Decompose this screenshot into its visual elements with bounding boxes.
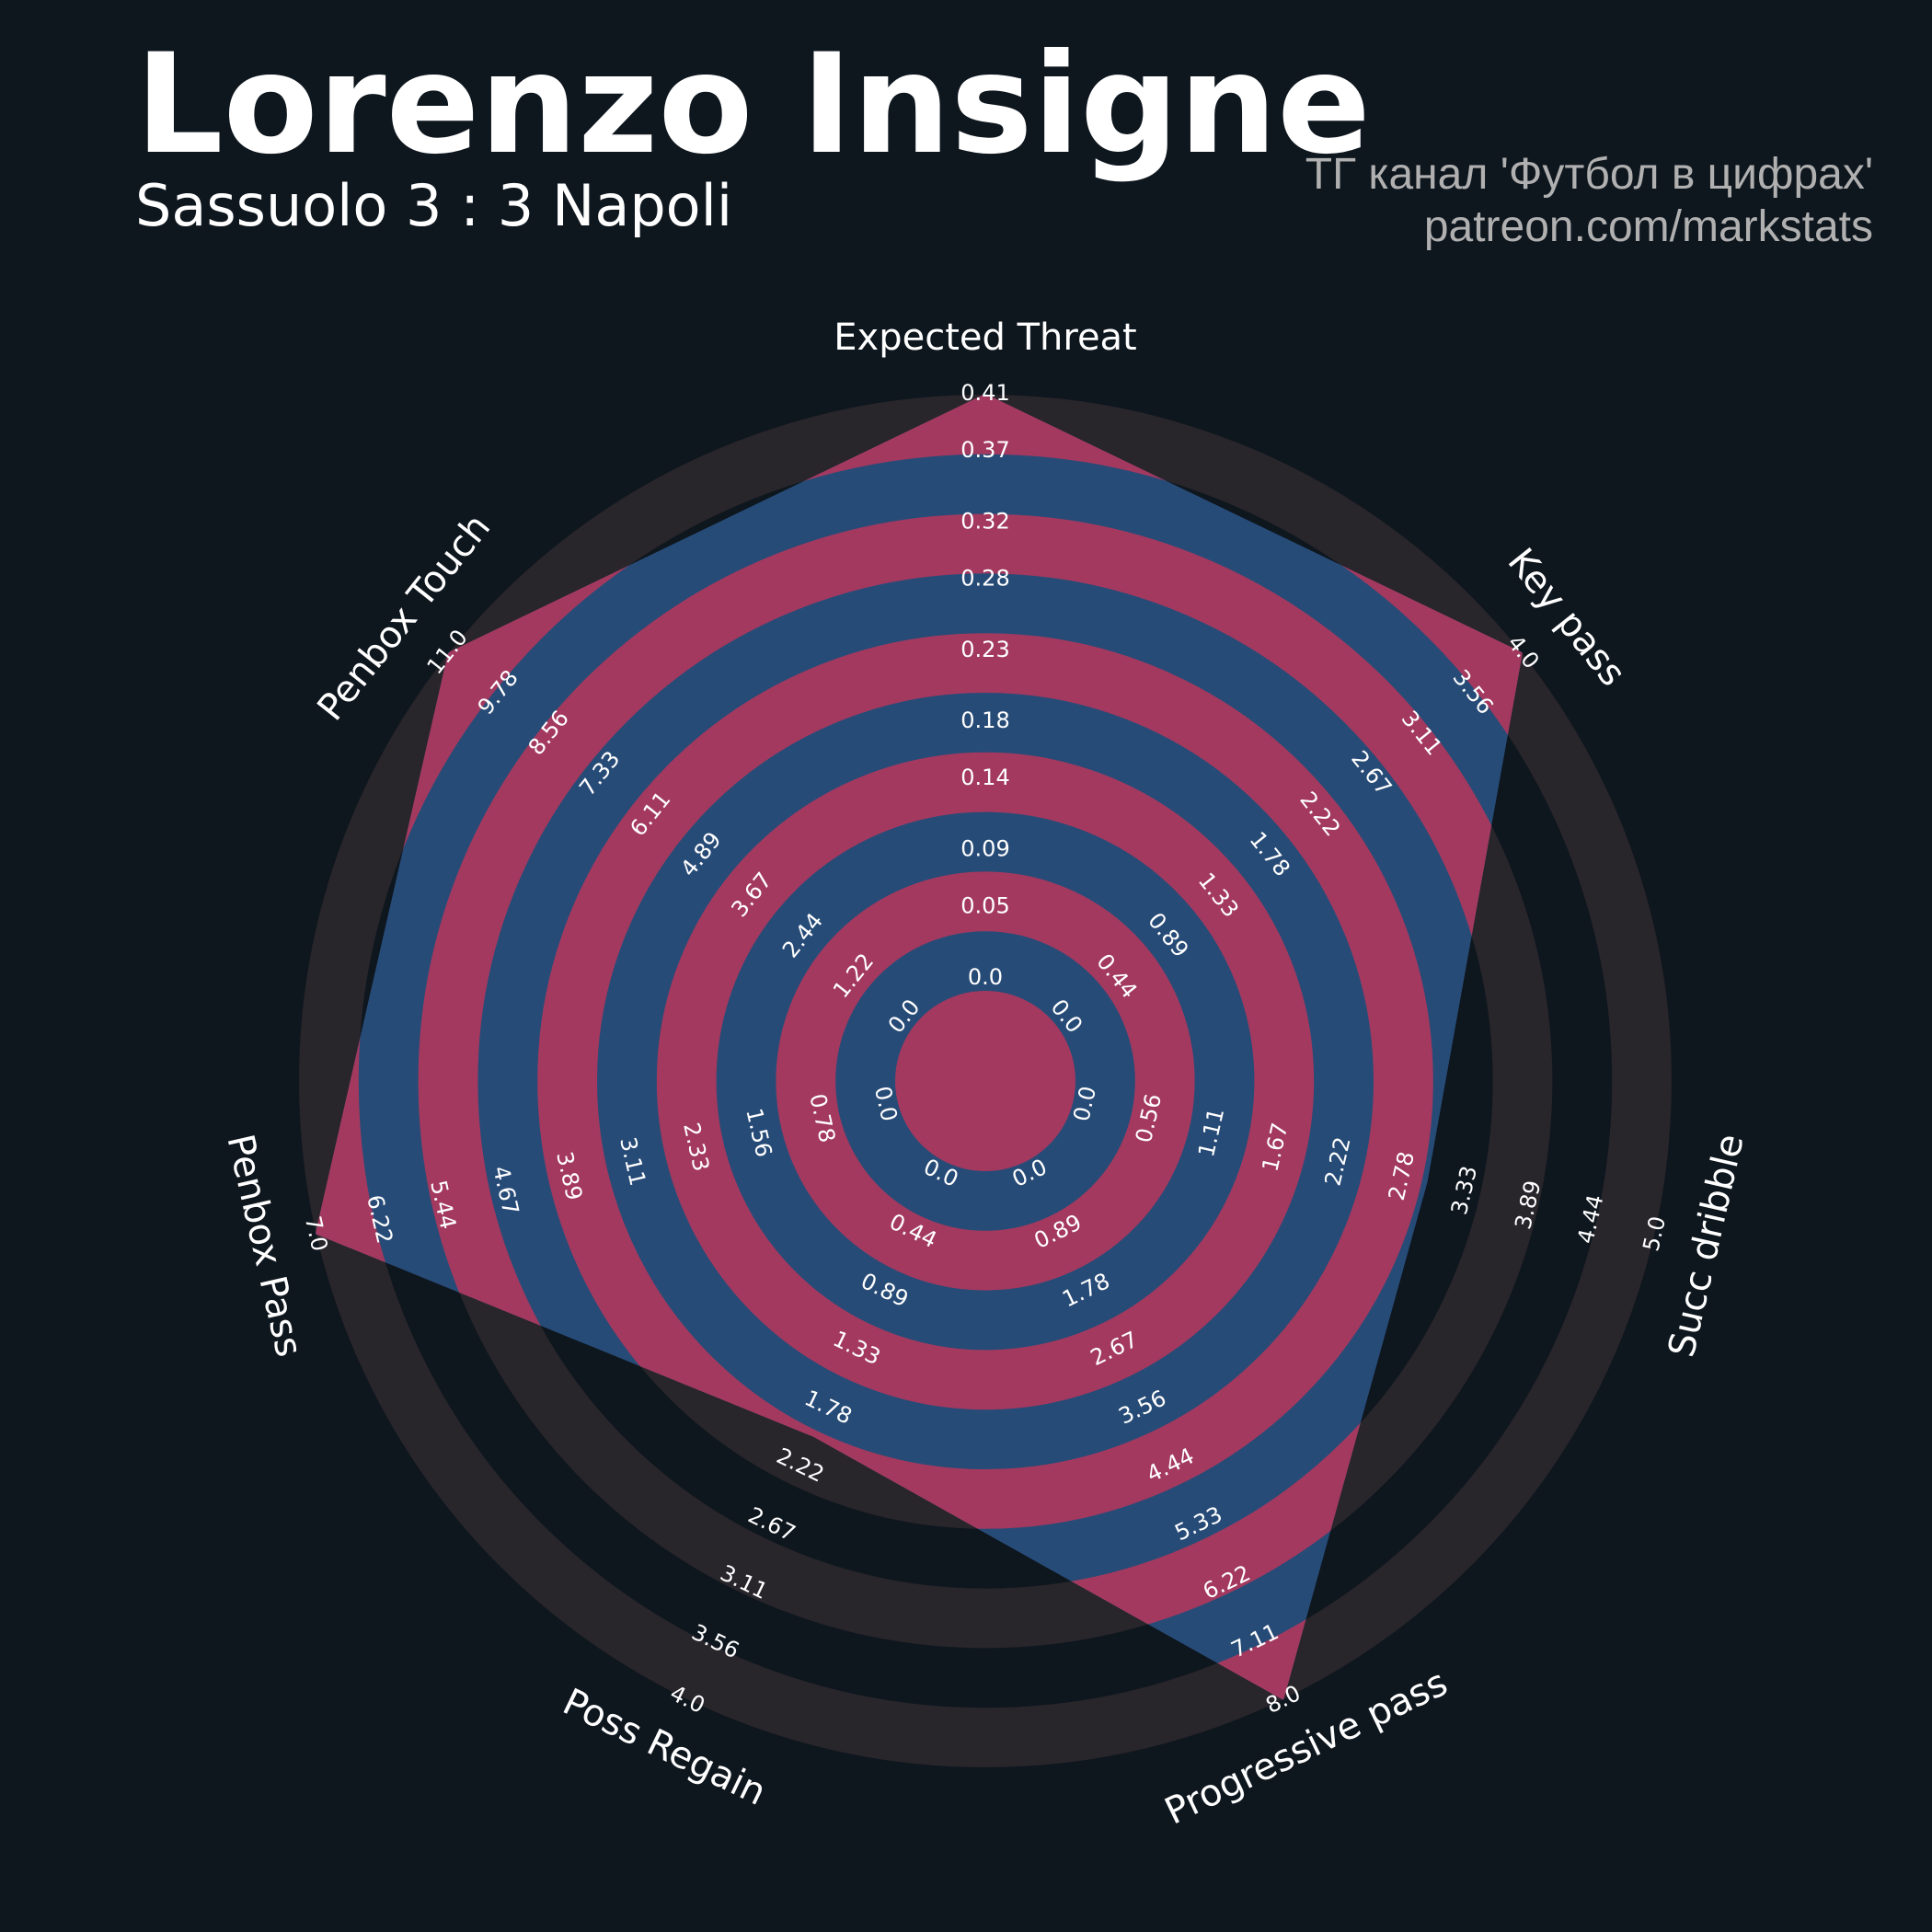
tick-label: 0.23	[960, 637, 1009, 662]
ring	[776, 871, 1195, 1291]
tick-label: 0.32	[960, 508, 1009, 534]
tick-label: 0.0	[968, 964, 1003, 990]
ring	[895, 991, 1075, 1171]
chart-subtitle: Sassuolo 3 : 3 Napoli	[135, 172, 732, 239]
ring	[537, 633, 1433, 1529]
tick-label: 0.18	[960, 707, 1009, 733]
tick-label: 0.28	[960, 565, 1009, 591]
tick-label: 0.41	[960, 380, 1009, 406]
credit: ТГ канал 'Футбол в цифрах'	[1305, 150, 1873, 199]
credit: patreon.com/markstats	[1424, 202, 1873, 251]
tick-label: 0.09	[960, 836, 1009, 862]
tick-label: 0.14	[960, 765, 1009, 790]
tick-label: 0.05	[960, 893, 1009, 919]
ring	[656, 752, 1315, 1410]
tick-label: 0.37	[960, 437, 1009, 463]
chart-title: Lorenzo Insigne	[135, 25, 1371, 185]
axis-label: Expected Threat	[834, 316, 1137, 359]
